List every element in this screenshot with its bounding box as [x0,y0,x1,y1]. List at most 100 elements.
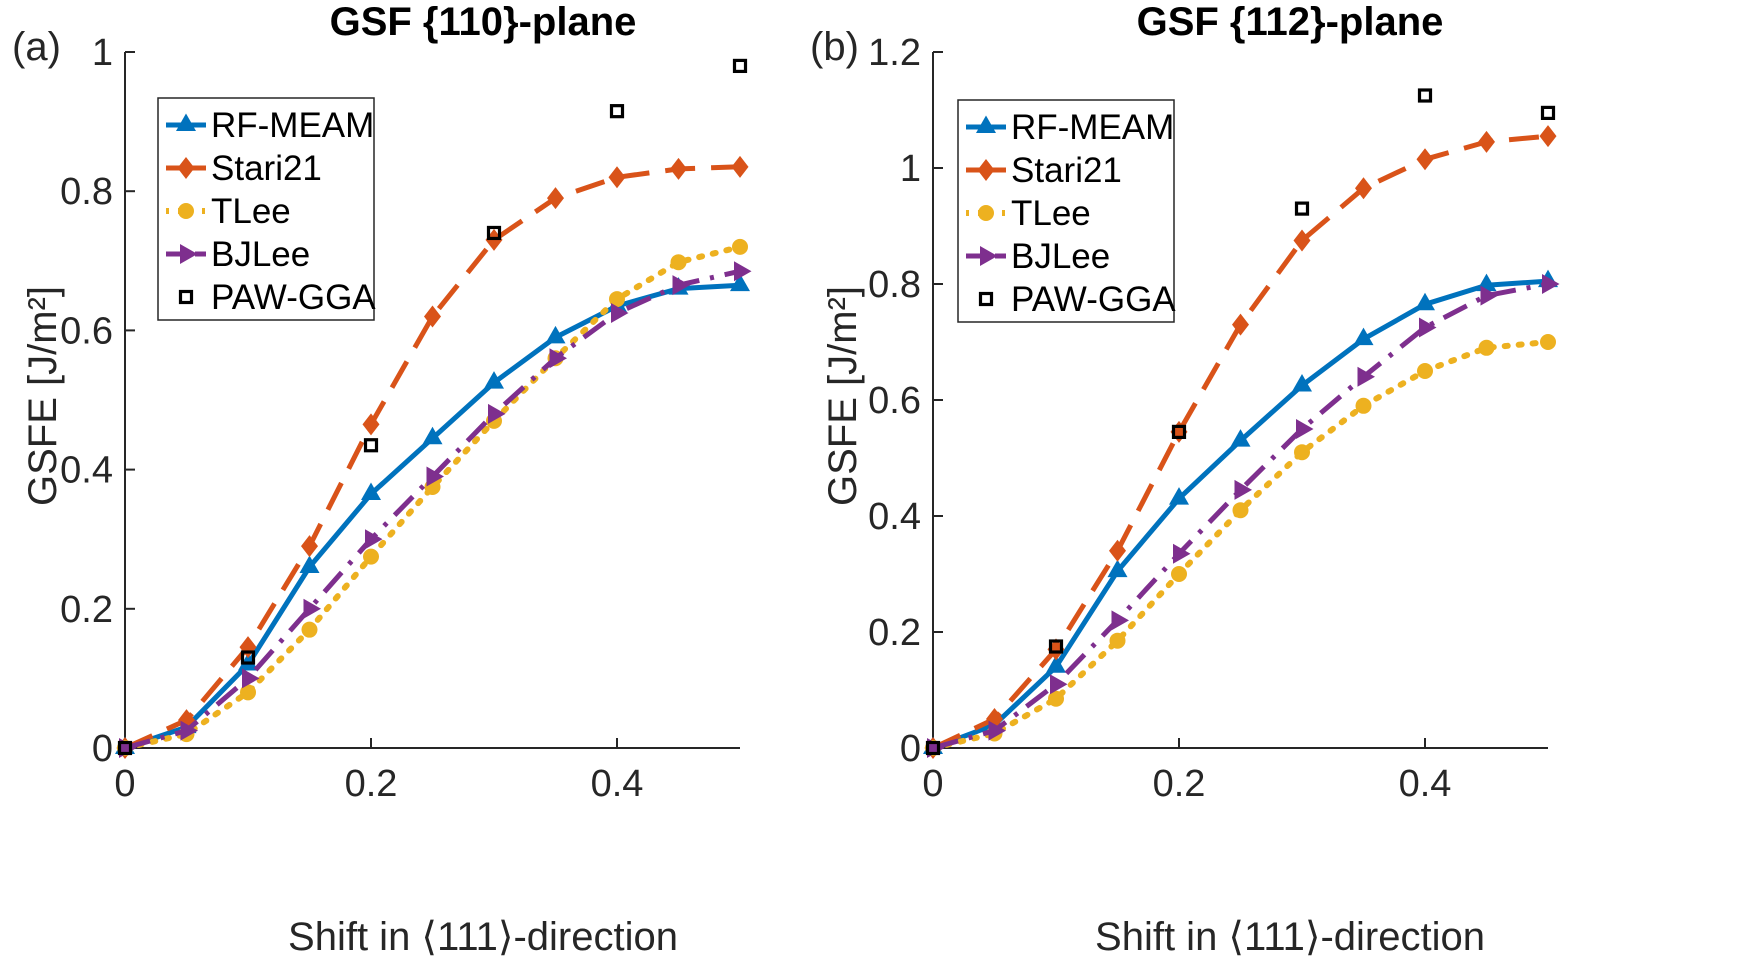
marker-triangle-up [1230,429,1251,447]
legend-entry: TLee [966,194,1091,233]
y-tick-label: 0.8 [868,264,921,306]
marker-triangle-right [426,466,444,487]
legend-entry: RF-MEAM [166,106,374,145]
marker-triangle-up [422,426,443,445]
marker-diamond [1293,229,1311,252]
legend-label: RF-MEAM [211,106,374,145]
legend-entry: PAW-GGA [978,280,1176,319]
marker-square [486,225,502,241]
legend-box [157,97,375,321]
x-tick-label: 0.4 [1399,763,1452,805]
marker-triangle-up [1353,327,1374,346]
marker-triangle-up [299,555,320,574]
panel-label: (b) [810,25,859,69]
marker-diamond [1478,130,1495,153]
marker-circle [732,238,748,255]
marker-triangle-right [1357,366,1375,387]
y-tick-label: 0.6 [868,380,921,422]
legend-label: PAW-GGA [1011,280,1176,319]
x-tick-label: 0.2 [345,763,398,805]
marker-diamond [670,157,687,180]
y-tick-label: 0.4 [60,450,113,492]
legend-label: BJLee [1011,237,1110,276]
marker-circle [1540,334,1556,350]
y-axis-label: GSFE [J/m²] [21,286,65,506]
marker-square [363,438,379,453]
marker-triangle-right [180,720,198,741]
marker-circle [240,684,256,701]
marker-triangle-up [730,273,750,292]
marker-triangle-right [611,303,629,323]
marker-triangle-right [1480,285,1498,306]
panel-a: (a) GSF {110}-plane Shift in ⟨111⟩-direc… [12,0,752,959]
marker-square [1048,639,1064,654]
y-axis-label: GSFE [J/m²] [821,286,865,506]
marker-square [925,740,941,756]
x-tick-label: 0.4 [591,763,644,805]
series-bjlee [119,261,752,758]
marker-circle [1232,502,1249,519]
series-line [124,268,741,751]
plot-area [115,58,752,759]
marker-square [178,289,194,305]
legend-entry: Stari21 [166,149,322,188]
legend-entry: Stari21 [966,151,1122,190]
marker-triangle-right [1111,610,1129,631]
x-axis-label: Shift in ⟨111⟩-direction [288,915,678,959]
x-axis-label: Shift in ⟨111⟩-direction [1095,915,1485,959]
marker-circle [1109,632,1126,649]
series-line [124,282,741,751]
marker-square [609,104,625,119]
legend-label: BJLee [211,235,310,274]
series-line [932,281,1549,751]
marker-circle [301,621,318,638]
y-tick-label: 0 [92,728,113,770]
series-paw-gga [117,58,748,756]
marker-square [1540,105,1556,121]
legend-entry: BJLee [166,235,310,274]
marker-circle [1417,363,1433,379]
marker-diamond [424,305,441,328]
x-tick-label: 0.2 [1153,763,1206,805]
series-rf-meam [115,273,750,754]
marker-circle [670,254,687,271]
marker-square [732,58,748,74]
marker-triangle-right [365,529,383,550]
chart-title: GSF {112}-plane [1137,0,1444,44]
marker-triangle-right [1234,479,1252,500]
marker-triangle-right [549,348,567,369]
marker-triangle-up [361,482,381,500]
y-tick-label: 1 [900,148,921,190]
marker-triangle-right [988,720,1006,741]
marker-triangle-right [672,275,690,296]
marker-triangle-right [180,244,198,264]
legend-label: TLee [1011,194,1091,233]
y-tick-label: 0.2 [868,612,921,654]
marker-diamond [1232,313,1249,336]
y-tick-label: 0 [900,728,921,770]
series-paw-gga [925,88,1556,756]
marker-triangle-right [1173,543,1191,564]
legend-label: Stari21 [1011,151,1122,190]
marker-square [117,740,133,756]
legend-entry: BJLee [966,237,1110,276]
marker-triangle-up [1046,655,1066,673]
x-tick-label: 0 [114,763,135,805]
marker-square [1171,424,1187,439]
marker-diamond [1355,177,1372,200]
marker-triangle-up [1415,292,1435,311]
marker-triangle-right [488,403,506,424]
legend: RF-MEAM Stari21 TLee BJLee PAW-GGA [957,99,1176,323]
marker-triangle-right [1050,674,1068,695]
legend-label: RF-MEAM [1011,108,1174,147]
marker-triangle-right [1542,274,1560,294]
marker-circle [1294,444,1310,461]
marker-triangle-right [734,261,752,282]
marker-triangle-right [1296,419,1314,439]
marker-diamond [1109,539,1126,562]
y-tick-label: 1.2 [868,32,921,74]
marker-diamond [731,155,749,178]
marker-triangle-right [303,598,321,619]
series-line [122,243,743,751]
